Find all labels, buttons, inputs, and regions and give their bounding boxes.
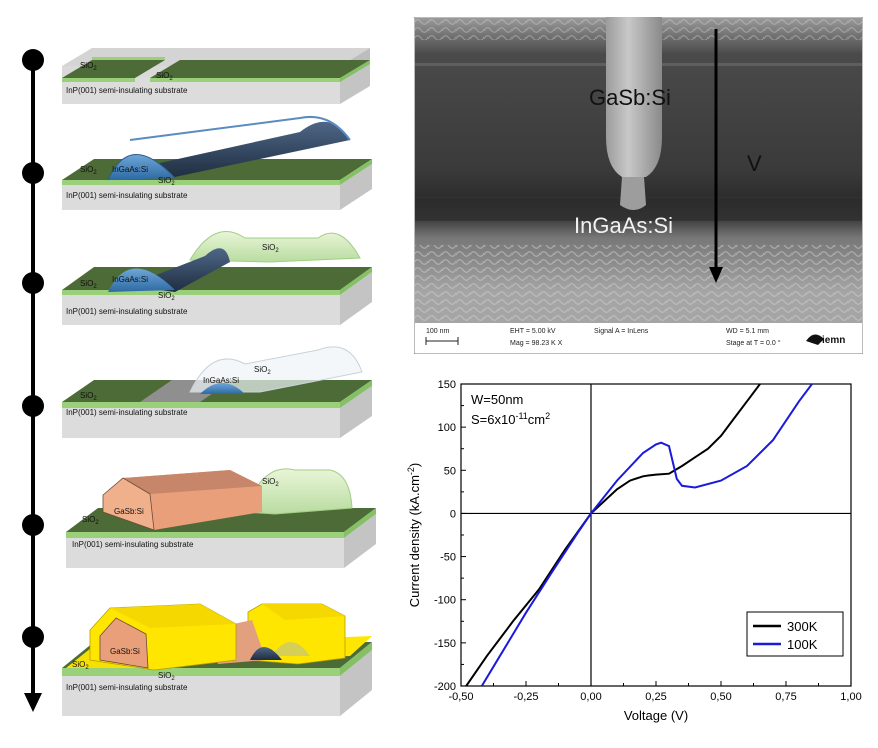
sem-label-v: V (747, 151, 762, 176)
sem-info-bar: 100 nm EHT = 5.00 kV Mag = 98.23 K X Sig… (415, 323, 862, 353)
iemn-logo-icon (806, 334, 824, 345)
step-5-sio2-a: SiO2 (82, 515, 99, 526)
step-2-substrate-label: InP(001) semi-insulating substrate (66, 191, 188, 200)
step-4-sio2-a: SiO2 (80, 391, 97, 402)
step-4-substrate-label: InP(001) semi-insulating substrate (66, 408, 188, 417)
step-6-gasb: GaSb:Si (110, 647, 140, 656)
step-3-substrate-label: InP(001) semi-insulating substrate (66, 307, 188, 316)
x-tick-label: -0,25 (513, 691, 538, 703)
step-4-sio2-dome: SiO2 (254, 365, 271, 376)
x-tick-label: 0,75 (775, 691, 796, 703)
step-5-sio2-dome: SiO2 (262, 477, 279, 488)
series-300K-line (465, 384, 761, 686)
step-2-ingaas: InGaAs:Si (112, 165, 148, 174)
step-1-substrate-label: InP(001) semi-insulating substrate (66, 86, 188, 95)
step-2-sio2-b: SiO2 (158, 176, 175, 187)
sem-label-gasb: GaSb:Si (589, 85, 671, 110)
timeline-node-3 (22, 272, 44, 294)
y-tick-label: 50 (444, 465, 456, 477)
timeline-node-1 (22, 49, 44, 71)
x-tick-label: 0,50 (710, 691, 731, 703)
step-1-sio2-b: SiO2 (156, 71, 173, 82)
annotation-width: W=50nm (471, 392, 523, 407)
step-3-sio2-b: SiO2 (158, 291, 175, 302)
y-tick-label: -150 (434, 638, 456, 650)
y-axis-label: Current density (kA.cm-2) (406, 463, 422, 608)
step-3: SiO2 InGaAs:Si SiO2 SiO2 InP(001) semi-i… (62, 231, 372, 325)
sem-logo-text: iemn (822, 335, 845, 346)
sem-label-ingaas: InGaAs:Si (574, 213, 673, 238)
timeline-node-6 (22, 626, 44, 648)
sem-mag: Mag = 98.23 K X (510, 340, 563, 347)
step-2: SiO2 InGaAs:Si SiO2 InP(001) semi-insula… (62, 116, 372, 210)
x-tick-label: -0,50 (448, 691, 473, 703)
y-tick-label: -50 (440, 552, 456, 564)
x-axis-label: Voltage (V) (624, 708, 688, 723)
timeline-node-5 (22, 514, 44, 536)
y-tick-label: 150 (438, 379, 456, 391)
timeline-node-2 (22, 162, 44, 184)
timeline (22, 49, 44, 712)
jv-chart: -0,50 -0,25 0,00 0,25 0,50 0,75 1,00 -200 -150 -… (406, 379, 862, 723)
y-tick-label: 0 (450, 508, 456, 520)
timeline-node-4 (22, 395, 44, 417)
sem-stage: Stage at T = 0.0 ° (726, 339, 781, 347)
x-tick-label: 1,00 (840, 691, 861, 703)
legend-label-300K: 300K (787, 619, 818, 634)
step-1-sio2-a: SiO2 (80, 61, 97, 72)
annotation-area: S=6x10-11cm2 (471, 411, 550, 427)
process-flow-diagram: SiO2 SiO2 InP(001) semi-insulating subst… (22, 48, 376, 716)
sem-pillar (606, 17, 662, 177)
sem-micrograph: GaSb:Si InGaAs:Si V 100 nm EHT = 5.00 kV… (414, 17, 863, 354)
sem-wd: WD = 5.1 mm (726, 328, 769, 335)
legend-box (746, 611, 844, 657)
step-3-ingaas: InGaAs:Si (112, 275, 148, 284)
step-2-sio2-a: SiO2 (80, 165, 97, 176)
step-6: SiO2 GaSb:Si SiO2 InP(001) semi-insulati… (62, 603, 372, 716)
series-100K-line (480, 384, 813, 686)
step-5-gasb: GaSb:Si (114, 507, 144, 516)
y-tick-label: 100 (438, 422, 456, 434)
step-3-sio2-dome: SiO2 (262, 243, 279, 254)
step-3-sio2-a: SiO2 (80, 279, 97, 290)
sem-scale-label: 100 nm (426, 328, 450, 335)
step-4: SiO2 InGaAs:Si SiO2 InP(001) semi-insula… (62, 346, 372, 438)
step-4-ingaas: InGaAs:Si (203, 376, 239, 385)
step-6-sio2-a: SiO2 (72, 660, 89, 671)
sem-signal: Signal A = InLens (594, 328, 649, 335)
sem-eht: EHT = 5.00 kV (510, 328, 556, 335)
x-tick-label: 0,25 (645, 691, 666, 703)
y-tick-label: -100 (434, 595, 456, 607)
step-1: SiO2 SiO2 InP(001) semi-insulating subst… (62, 48, 370, 104)
step-5-substrate-label: InP(001) semi-insulating substrate (72, 540, 194, 549)
step-6-substrate-label: InP(001) semi-insulating substrate (66, 683, 188, 692)
step-6-sio2-b: SiO2 (158, 671, 175, 682)
legend-label-100K: 100K (787, 637, 818, 652)
y-tick-label: -200 (434, 681, 456, 693)
x-tick-label: 0,00 (580, 691, 601, 703)
step-5: SiO2 GaSb:Si SiO2 InP(001) semi-insulati… (66, 468, 376, 568)
legend: 300K 100K (746, 611, 844, 657)
